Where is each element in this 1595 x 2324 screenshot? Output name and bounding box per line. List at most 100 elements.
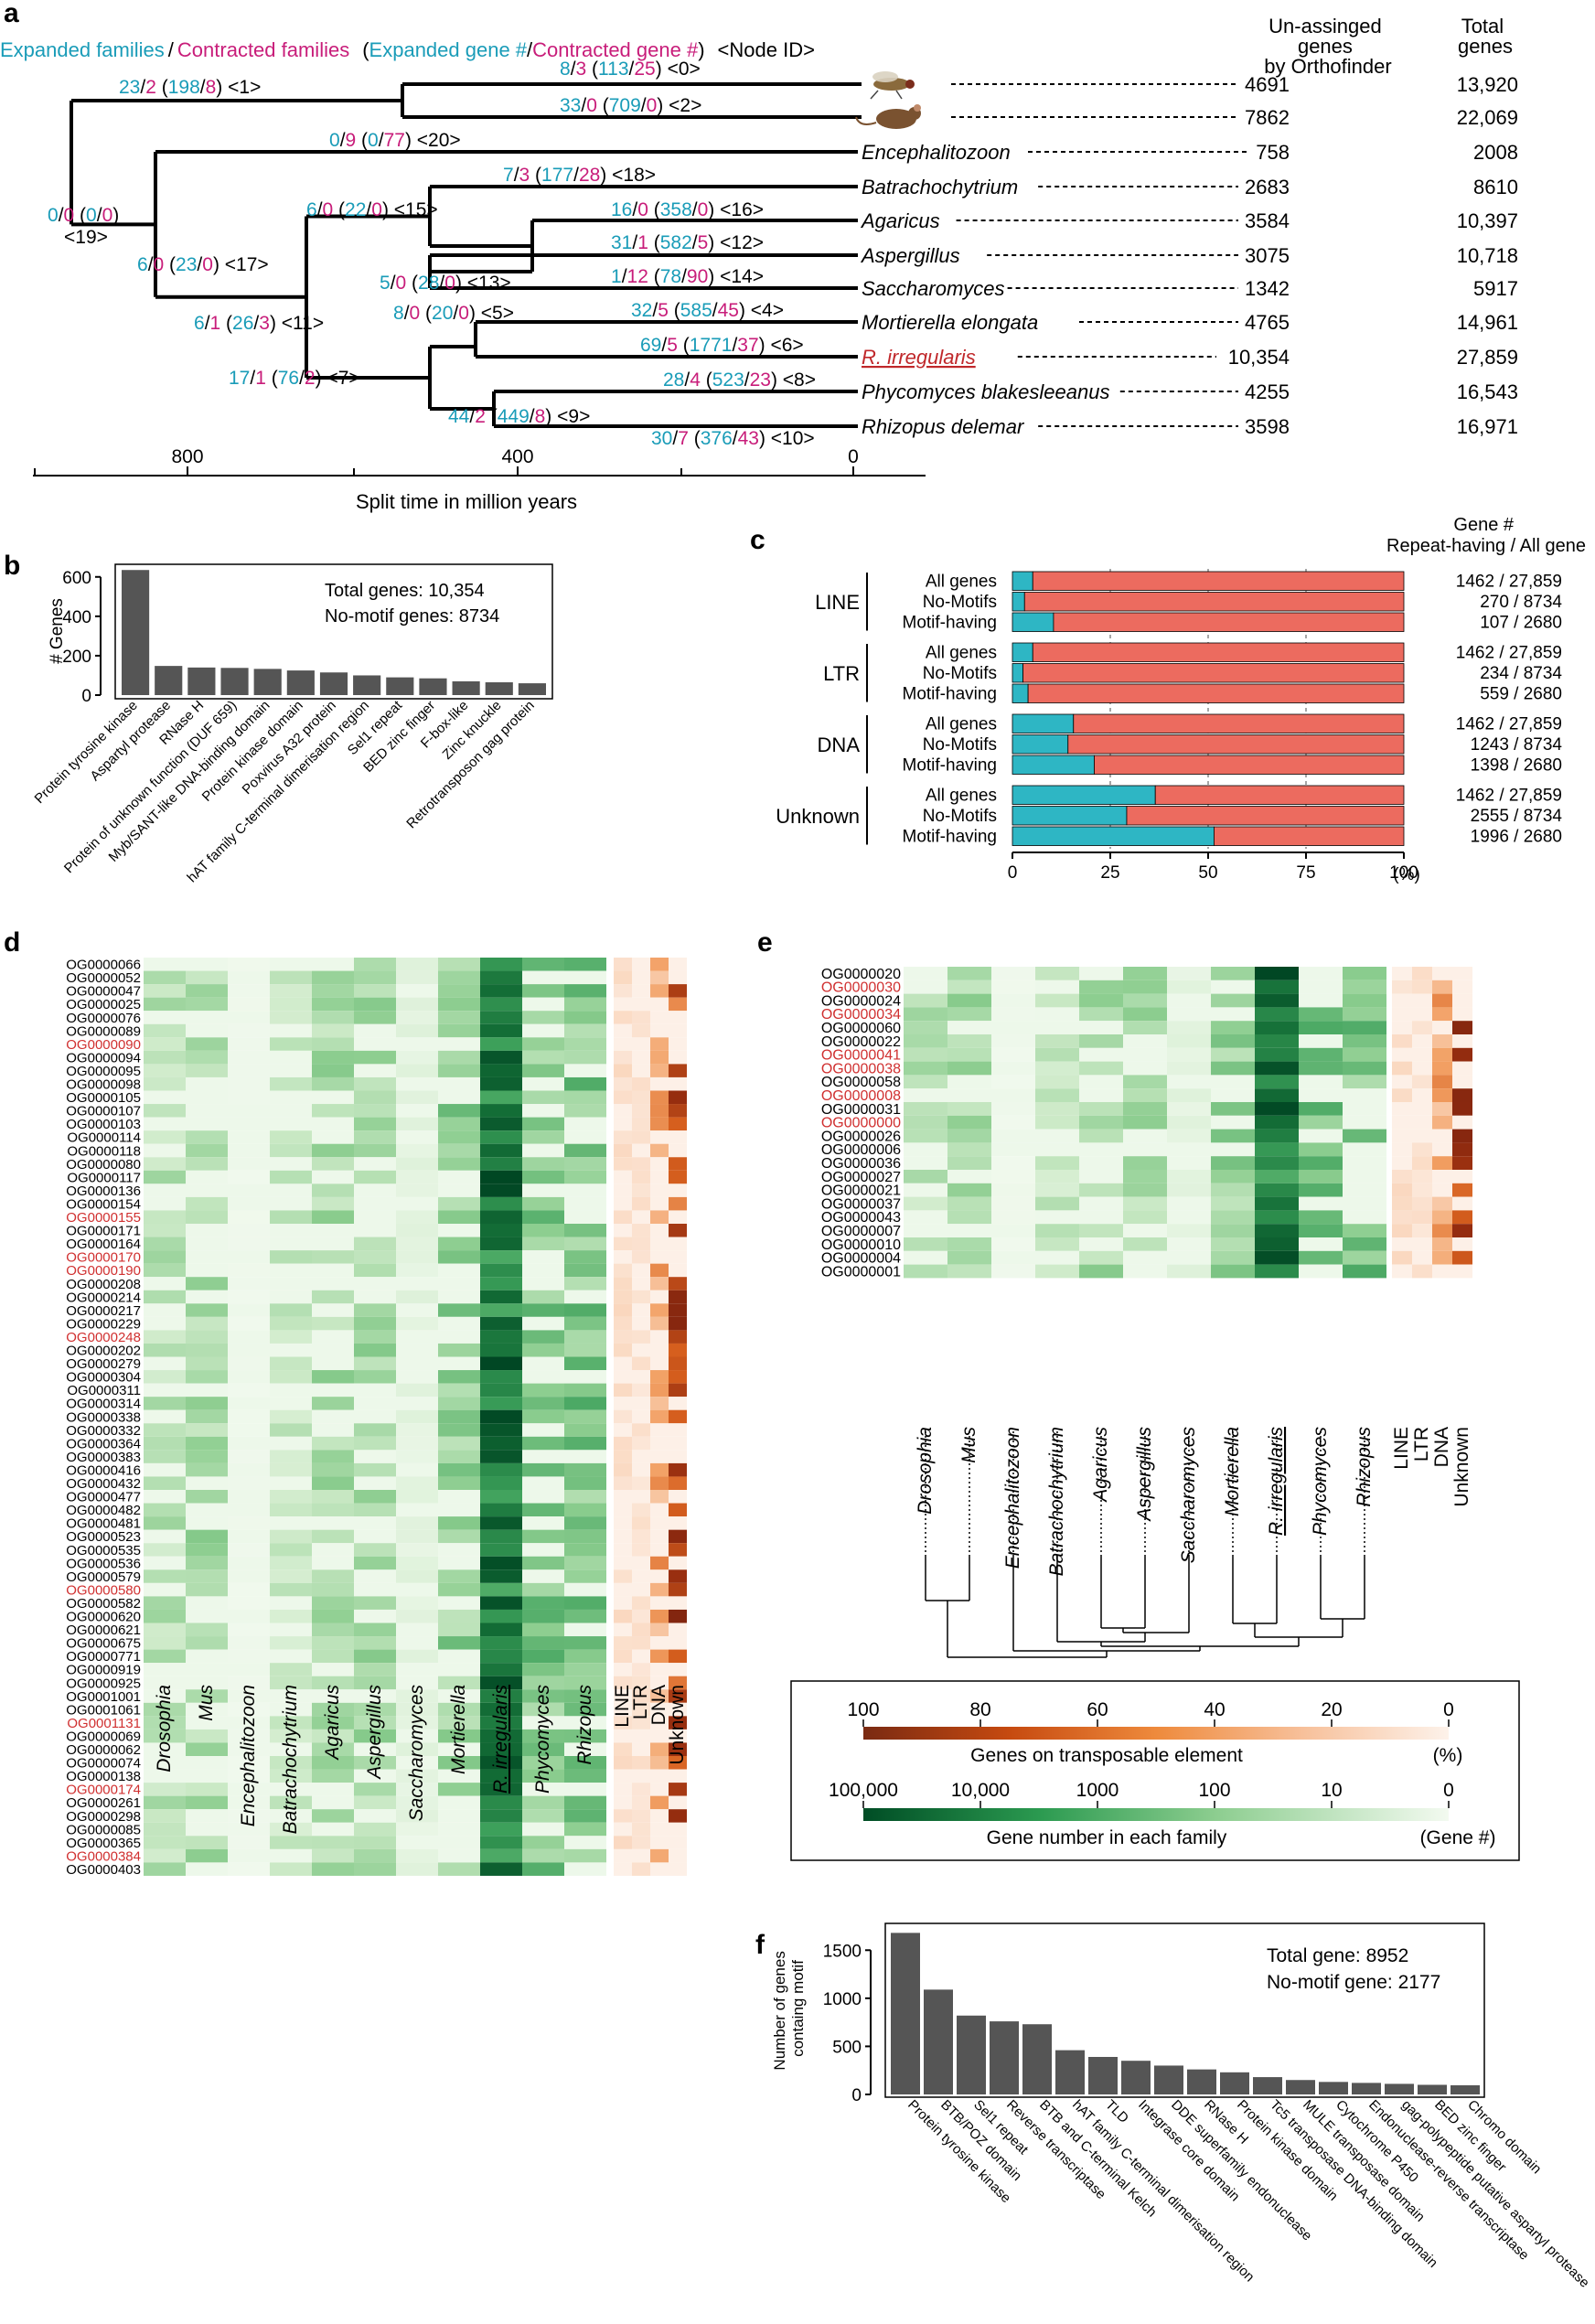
heatmap-cell <box>270 1343 312 1357</box>
heatmap-row: OG0000105 <box>66 1090 687 1106</box>
heatmap-cell <box>1035 1196 1079 1211</box>
heatmap-cell <box>614 1090 632 1105</box>
heatmap-cell <box>650 1596 669 1610</box>
heatmap-cell <box>1392 1183 1412 1197</box>
heatmap-cell <box>354 1023 396 1038</box>
heatmap-cell <box>270 1862 312 1876</box>
heatmap-cell <box>632 1822 650 1837</box>
heatmap-cell <box>228 1769 270 1783</box>
heatmap-cell <box>669 1237 687 1251</box>
heatmap-cell <box>144 1436 186 1451</box>
heatmap-cell <box>650 1224 669 1237</box>
heatmap-cell <box>228 1423 270 1437</box>
c-xtick: 100 <box>1389 863 1418 883</box>
heatmap-cell <box>1452 1102 1472 1116</box>
heatmap-cell <box>632 1023 650 1038</box>
heatmap-cell <box>522 1663 564 1676</box>
heatmap-cell <box>1211 1034 1255 1048</box>
column-label: Aspergillus <box>364 1685 385 1781</box>
heatmap-cell <box>1035 1007 1079 1022</box>
heatmap-cell <box>669 997 687 1012</box>
heatmap-cell <box>396 1556 438 1570</box>
heatmap-cell <box>1211 1129 1255 1143</box>
heatmap-cell <box>1035 1088 1079 1102</box>
column-label: LINE <box>1391 1427 1412 1470</box>
heatmap-row: OG0000579 <box>66 1569 687 1585</box>
heatmap-cell <box>632 1237 650 1251</box>
heatmap-cell <box>270 1636 312 1650</box>
heatmap-cell <box>312 1290 354 1304</box>
heatmap-cell <box>904 1183 947 1197</box>
heatmap-cell <box>650 1397 669 1410</box>
heatmap-cell <box>438 1623 480 1637</box>
heatmap-cell <box>632 1263 650 1278</box>
heatmap-cell <box>1452 1210 1472 1225</box>
heatmap-cell <box>270 1516 312 1530</box>
heatmap-cell <box>270 1556 312 1570</box>
heatmap-cell <box>650 1183 669 1197</box>
heatmap-cell <box>564 1556 606 1570</box>
heatmap-cell <box>144 1023 186 1038</box>
heatmap-cell <box>650 1529 669 1544</box>
row-label: OG0000095 <box>66 1064 141 1079</box>
heatmap-cell <box>312 1556 354 1570</box>
heatmap-cell <box>522 1183 564 1197</box>
heatmap-cell <box>564 1050 606 1065</box>
row-label: OG0000000 <box>821 1116 901 1131</box>
heatmap-cell <box>144 1330 186 1344</box>
heatmap-cell <box>669 1809 687 1823</box>
heatmap-cell <box>564 1663 606 1676</box>
heatmap-cell <box>650 1783 669 1796</box>
heatmap-row: OG0000034 <box>821 1007 1472 1023</box>
heatmap-cell <box>564 970 606 985</box>
c-bar-repeat <box>1012 592 1025 612</box>
column-label: R. irregularis <box>1266 1427 1287 1537</box>
heatmap-cell <box>669 1556 687 1570</box>
total-genes: 10,718 <box>1457 244 1518 267</box>
heatmap-cell <box>396 1370 438 1384</box>
heatmap-cell <box>669 1250 687 1264</box>
heatmap-cell <box>396 1050 438 1065</box>
c-row-label: No-Motifs <box>923 735 997 755</box>
row-label: OG0000279 <box>66 1356 141 1372</box>
heatmap-cell <box>904 1210 947 1225</box>
row-label: OG0000314 <box>66 1397 141 1412</box>
heatmap-cell <box>614 1050 632 1065</box>
heatmap-cell <box>228 1689 270 1703</box>
heatmap-cell <box>904 980 947 994</box>
heatmap-cell <box>144 1742 186 1756</box>
heatmap-cell <box>522 1170 564 1184</box>
heatmap-cell <box>312 1476 354 1490</box>
heatmap-cell <box>270 1290 312 1304</box>
column-label: DNA <box>1431 1427 1452 1467</box>
row-label: OG0000174 <box>66 1783 141 1798</box>
b-bar <box>187 667 216 695</box>
heatmap-cell <box>396 1503 438 1517</box>
heatmap-cell <box>438 1769 480 1783</box>
heatmap-cell <box>614 1064 632 1077</box>
heatmap-cell <box>396 1809 438 1823</box>
heatmap-cell <box>632 1436 650 1451</box>
row-label: OG0000066 <box>66 958 141 973</box>
heatmap-cell <box>904 1196 947 1211</box>
heatmap-cell <box>186 997 228 1012</box>
heatmap-cell <box>144 1050 186 1065</box>
unassigned-count: 4691 <box>1245 73 1290 96</box>
c-bar-repeat <box>1012 713 1075 734</box>
panel-a: a Expanded families / Contracted families(… <box>0 0 1518 513</box>
heatmap-cell <box>650 1011 669 1024</box>
heatmap-cell <box>614 1783 632 1796</box>
heatmap-cell <box>614 1729 632 1743</box>
heatmap-cell <box>1123 1170 1167 1183</box>
time-axis-label: Split time in million years <box>356 490 577 513</box>
c-row-count: 2555 / 8734 <box>1471 807 1563 826</box>
heatmap-cell <box>1299 1047 1343 1062</box>
heatmap-cell <box>1167 1115 1211 1130</box>
heatmap-cell <box>144 1582 186 1597</box>
heatmap-cell <box>186 1795 228 1810</box>
heatmap-cell <box>1167 1129 1211 1143</box>
heatmap-cell <box>1035 1170 1079 1183</box>
heatmap-cell <box>1123 1183 1167 1197</box>
heatmap-cell <box>270 1130 312 1144</box>
row-label: OG0000020 <box>821 967 901 982</box>
